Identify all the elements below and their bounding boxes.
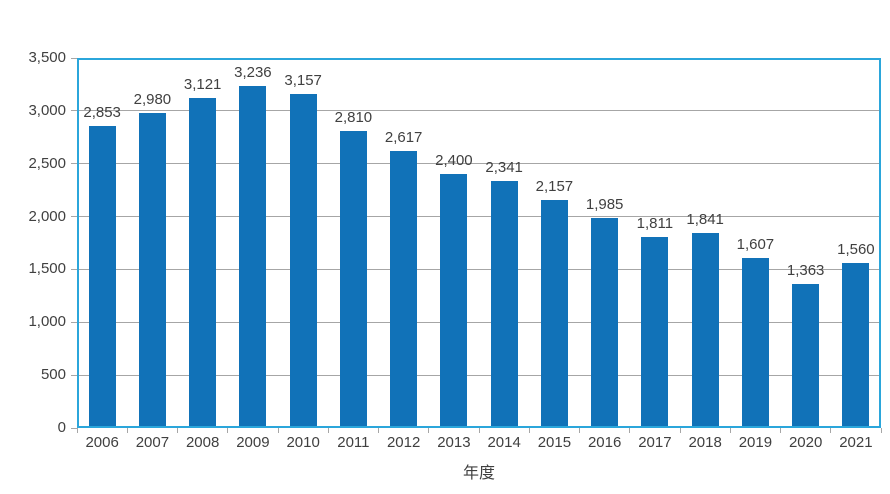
y-axis-tick-mark (71, 57, 77, 59)
x-axis-tick-mark (76, 428, 78, 433)
bar-value-label: 2,980 (133, 90, 172, 108)
bar-value-label: 1,985 (585, 196, 624, 214)
bar (540, 199, 568, 428)
x-axis-tick-mark (277, 428, 279, 433)
bar (440, 174, 468, 428)
bar (792, 283, 820, 428)
bar (842, 263, 870, 428)
y-axis-tick-mark (71, 321, 77, 323)
y-axis-tick-label: 3,000 (28, 101, 66, 119)
gridline (77, 110, 881, 112)
bar-value-label: 3,157 (284, 72, 322, 90)
bar (641, 236, 669, 428)
y-axis-tick-mark (71, 216, 77, 218)
bar-value-label: 2,853 (83, 104, 121, 122)
bar (88, 126, 116, 428)
y-axis-tick-label: 3,500 (28, 49, 66, 66)
x-axis-tick-mark (679, 428, 681, 433)
x-axis-tick-mark (528, 428, 530, 433)
bar (691, 233, 719, 428)
y-axis-tick-label: 0 (57, 419, 66, 436)
x-axis-tick-mark (126, 428, 128, 433)
x-axis-tick-label: 2019 (738, 434, 773, 451)
x-axis-tick-label: 2015 (537, 434, 572, 451)
bar-value-label: 2,157 (535, 177, 574, 195)
bar (339, 130, 367, 428)
bar-value-label: 3,121 (183, 76, 222, 94)
bar-value-label: 1,363 (786, 261, 825, 279)
y-axis-tick-label: 2,500 (28, 154, 66, 172)
bar (390, 151, 418, 428)
bar-value-label: 2,400 (435, 152, 473, 170)
x-axis-title: 年度 (462, 465, 496, 482)
y-axis-tick-mark (71, 374, 77, 376)
x-axis-tick-mark (177, 428, 178, 433)
bar-value-label: 1,560 (837, 241, 875, 259)
gridline (77, 216, 881, 218)
x-axis-tick-mark (780, 428, 781, 433)
bar-value-label: 2,810 (334, 108, 373, 126)
y-axis-tick-mark (71, 427, 77, 429)
x-axis-tick-mark (327, 428, 329, 433)
bar (490, 180, 518, 428)
bar-value-label: 1,841 (686, 211, 724, 229)
x-axis-tick-mark (880, 428, 882, 433)
bar-value-label: 3,236 (234, 63, 272, 81)
x-axis-tick-label: 2008 (185, 434, 220, 451)
bar-value-label: 2,617 (384, 129, 423, 147)
x-axis-tick-label: 2006 (85, 434, 119, 451)
x-axis-tick-label: 2009 (236, 434, 270, 451)
x-axis-tick-mark (579, 428, 580, 433)
x-axis-tick-label: 2007 (135, 434, 170, 451)
x-axis-tick-mark (729, 428, 731, 433)
gridline (77, 163, 881, 165)
bar-value-label: 2,341 (485, 158, 523, 176)
gridline (77, 321, 881, 323)
bar (239, 85, 267, 428)
x-axis-tick-mark (378, 428, 379, 433)
bar (591, 218, 619, 428)
x-axis-tick-mark (629, 428, 631, 433)
x-axis-tick-label: 2012 (386, 434, 421, 451)
x-axis-tick-mark (830, 428, 832, 433)
x-axis-tick-mark (428, 428, 430, 433)
y-axis-tick-mark (71, 110, 77, 112)
gridline (77, 268, 881, 270)
y-axis-tick-label: 2,000 (28, 207, 66, 225)
bar (138, 112, 166, 428)
bar-value-label: 1,607 (736, 236, 775, 254)
x-axis-tick-label: 2017 (638, 434, 672, 451)
bar (189, 98, 217, 428)
y-axis-tick-mark (71, 163, 77, 165)
x-axis-tick-label: 2016 (587, 434, 622, 451)
x-axis-tick-label: 2013 (437, 434, 471, 451)
x-axis-tick-label: 2018 (688, 434, 722, 451)
x-axis-tick-mark (227, 428, 229, 433)
gridline (77, 374, 881, 376)
x-axis-tick-label: 2021 (839, 434, 873, 451)
y-axis-tick-label: 500 (40, 366, 66, 384)
y-axis-tick-label: 1,500 (28, 260, 66, 278)
y-axis-tick-mark (71, 268, 77, 270)
bar-value-label: 1,811 (636, 214, 674, 232)
x-axis-tick-label: 2014 (487, 434, 521, 451)
x-axis-tick-label: 2011 (337, 434, 370, 451)
x-axis-tick-mark (478, 428, 480, 433)
x-axis-tick-label: 2020 (788, 434, 823, 451)
x-axis-tick-label: 2010 (286, 434, 320, 451)
bar (741, 258, 769, 428)
plot-area (77, 58, 881, 428)
y-axis-tick-label: 1,000 (28, 313, 66, 331)
bar (289, 94, 317, 428)
